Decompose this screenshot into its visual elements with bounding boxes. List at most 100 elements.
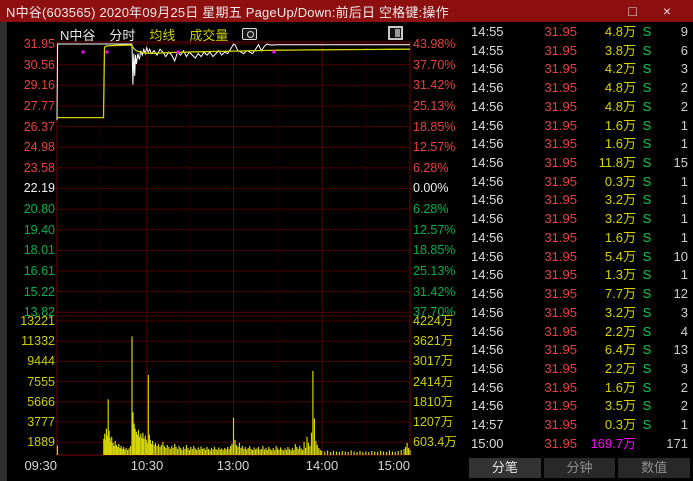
tick-time: 14:56	[471, 117, 504, 133]
tick-row[interactable]: 14:56 31.95 4.8万 S 2	[466, 79, 693, 98]
tick-volume: 2.2万	[604, 323, 636, 339]
price-axis-label: 27.77	[23, 98, 55, 113]
tick-count: 1	[680, 117, 688, 133]
tick-row[interactable]: 14:56 31.95 1.3万 S 1	[466, 266, 693, 285]
price-axis-label: 31.95	[23, 37, 55, 51]
percent-axis-label: 31.42%	[413, 78, 456, 93]
tick-time: 14:55	[471, 42, 504, 58]
tick-volume: 1.6万	[604, 117, 636, 133]
tab-junxian[interactable]: 均线	[149, 27, 176, 43]
volume-lots-label: 1889	[27, 435, 55, 450]
tick-count: 1	[680, 192, 688, 208]
tick-row[interactable]: 14:56 31.95 2.2万 S 3	[466, 360, 693, 379]
tick-direction: S	[642, 360, 652, 376]
percent-axis-label: 6.28%	[413, 202, 449, 216]
tick-row[interactable]: 14:55 31.95 4.8万 S 9	[466, 23, 693, 42]
tick-row[interactable]: 14:56 31.95 5.4万 S 10	[466, 248, 693, 267]
volume-lots-axis: 13221 11332 9444 7555 5666 3777 1889	[8, 311, 55, 452]
intraday-chart[interactable]	[0, 22, 466, 481]
percent-axis-label: 18.85%	[413, 243, 456, 258]
tick-volume: 4.8万	[604, 80, 636, 96]
tick-price: 31.95	[544, 435, 577, 451]
volume-amount-axis: 4224万 3621万 3017万 2414万 1810万 1207万 603.4万	[413, 311, 465, 452]
volume-amount-label: 1810万	[413, 394, 454, 409]
tick-row[interactable]: 14:56 31.95 3.2万 S 1	[466, 191, 693, 210]
volume-amount-label: 3621万	[413, 334, 454, 349]
volume-lots-label: 11332	[21, 334, 55, 349]
tick-time: 14:56	[471, 304, 504, 320]
tick-time: 14:56	[471, 136, 504, 152]
tick-row[interactable]: 14:56 31.95 3.2万 S 1	[466, 210, 693, 229]
tick-price: 31.95	[544, 155, 577, 171]
tab-chengjiaoliang[interactable]: 成交量	[189, 27, 229, 43]
camera-icon[interactable]	[242, 28, 258, 40]
tick-price: 31.95	[544, 42, 577, 58]
tick-direction: S	[642, 286, 652, 302]
price-axis-label: 15.22	[23, 284, 55, 299]
tick-price: 31.95	[544, 360, 577, 376]
close-button[interactable]: ×	[662, 3, 671, 19]
tick-row[interactable]: 15:00 31.95 169.7万 171	[466, 435, 693, 454]
volume-amount-label: 2414万	[413, 374, 454, 389]
tick-row[interactable]: 14:57 31.95 0.3万 S 1	[466, 416, 693, 435]
footer-tab[interactable]: 数值	[618, 458, 691, 478]
tick-direction: S	[642, 342, 652, 358]
tick-volume: 2.2万	[604, 360, 636, 376]
price-axis-label: 13.82	[23, 305, 55, 320]
tick-count: 2	[680, 398, 688, 414]
tick-time: 14:56	[471, 248, 504, 264]
tick-time: 14:57	[471, 417, 504, 433]
tick-row[interactable]: 14:55 31.95 3.8万 S 6	[466, 42, 693, 61]
tick-direction: S	[642, 211, 652, 227]
footer-tab[interactable]: 分钟	[543, 458, 616, 478]
tick-time: 14:56	[471, 173, 504, 189]
tick-time: 14:56	[471, 98, 504, 114]
tick-row[interactable]: 14:56 31.95 1.6万 S 1	[466, 229, 693, 248]
tick-time: 14:56	[471, 323, 504, 339]
tick-price: 31.95	[544, 117, 577, 133]
tick-direction: S	[642, 61, 652, 77]
tab-fenshi[interactable]: 分时	[109, 27, 136, 43]
tick-row[interactable]: 14:56 31.95 7.7万 S 12	[466, 285, 693, 304]
volume-lots-label: 5666	[27, 394, 55, 409]
tick-volume: 0.3万	[604, 417, 636, 433]
tick-count: 3	[680, 360, 688, 376]
tick-time: 14:56	[471, 267, 504, 283]
tick-direction: S	[642, 248, 652, 264]
price-axis-label: 24.98	[23, 140, 55, 155]
tick-time: 14:56	[471, 192, 504, 208]
tick-row[interactable]: 14:56 31.95 0.3万 S 1	[466, 173, 693, 192]
tick-count: 171	[666, 435, 688, 451]
tick-row[interactable]: 14:56 31.95 11.8万 S 15	[466, 154, 693, 173]
tick-row[interactable]: 14:56 31.95 4.2万 S 3	[466, 60, 693, 79]
chart-header: N中谷 分时 均线 成交量	[60, 26, 258, 43]
tick-row[interactable]: 14:56 31.95 1.6万 S 2	[466, 379, 693, 398]
tick-row[interactable]: 14:56 31.95 3.2万 S 3	[466, 304, 693, 323]
tick-price: 31.95	[544, 398, 577, 414]
tick-row[interactable]: 14:56 31.95 6.4万 S 13	[466, 341, 693, 360]
price-axis-label: 20.80	[23, 202, 55, 216]
tick-row[interactable]: 14:56 31.95 1.6万 S 1	[466, 117, 693, 136]
volume-lots-label: 7555	[27, 374, 55, 389]
tick-direction: S	[642, 229, 652, 245]
percent-axis-label: 37.70%	[413, 305, 456, 320]
tick-volume: 4.2万	[604, 61, 636, 77]
time-label-1400: 14:00	[305, 458, 339, 473]
tick-row[interactable]: 14:56 31.95 3.5万 S 2	[466, 397, 693, 416]
tick-row[interactable]: 14:56 31.95 4.8万 S 2	[466, 98, 693, 117]
panel-toggle-icon[interactable]	[388, 26, 403, 40]
tick-count: 3	[680, 61, 688, 77]
percent-axis-label: 31.42%	[413, 284, 456, 299]
tick-direction: S	[642, 42, 652, 58]
tick-price: 31.95	[544, 229, 577, 245]
footer-tab[interactable]: 分笔	[469, 458, 541, 478]
tick-count: 12	[673, 286, 688, 302]
percent-axis: 43.98% 37.70% 31.42% 25.13% 18.85% 12.57% 6.28…	[413, 34, 465, 323]
tick-volume: 3.2万	[604, 211, 636, 227]
tick-count: 2	[680, 379, 688, 395]
tick-row[interactable]: 14:56 31.95 1.6万 S 1	[466, 135, 693, 154]
maximize-button[interactable]: □	[628, 3, 637, 19]
tick-count: 13	[673, 342, 688, 358]
tick-row[interactable]: 14:56 31.95 2.2万 S 4	[466, 323, 693, 342]
volume-bars	[56, 336, 411, 455]
